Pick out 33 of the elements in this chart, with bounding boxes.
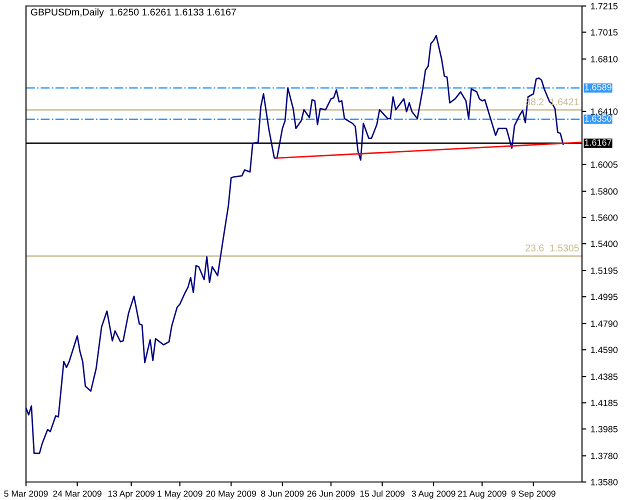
y-tick-label: 1.3580 (591, 478, 618, 486)
y-tick-label: 1.4385 (591, 374, 618, 380)
x-tick-label: 26 Jun 2009 (307, 490, 355, 497)
y-tick-label: 1.5800 (591, 188, 618, 195)
y-tick-label: 1.6410 (591, 108, 618, 115)
y-tick-label: 1.4590 (591, 346, 618, 354)
x-tick-label: 5 Mar 2009 (4, 490, 48, 497)
x-tick-label: 15 Jul 2009 (360, 490, 404, 497)
x-tick-label: 13 Apr 2009 (108, 490, 154, 498)
ref-line-label: 1.6350 (584, 115, 612, 122)
x-tick-label: 20 May 2009 (206, 490, 256, 498)
y-tick-label: 1.5400 (591, 240, 618, 248)
ref-line-label: 1.6167 (584, 139, 612, 146)
y-tick-label: 1.7215 (591, 2, 618, 10)
y-tick-label: 1.4790 (591, 320, 618, 327)
y-tick-label: 1.5195 (591, 267, 618, 274)
y-tick-label: 1.4185 (591, 400, 618, 406)
y-tick-label: 1.6810 (591, 56, 618, 62)
x-tick-label: 21 Aug 2009 (458, 490, 506, 498)
y-tick-label: 1.6005 (591, 161, 618, 168)
y-tick-label: 1.7015 (591, 29, 618, 36)
ref-line-label: 23.6 1.5305 (526, 244, 579, 252)
y-tick-label: 1.3985 (591, 426, 618, 432)
y-tick-label: 1.4995 (591, 294, 618, 300)
x-tick-label: 1 May 2009 (158, 490, 202, 498)
chart-title: GBPUSDm,Daily 1.6250 1.6261 1.6133 1.6167 (30, 8, 236, 18)
x-tick-label: 24 Mar 2009 (53, 490, 102, 497)
x-tick-label: 9 Sep 2009 (511, 490, 556, 498)
y-tick-label: 1.3780 (591, 452, 618, 460)
x-tick-label: 3 Aug 2009 (412, 490, 456, 498)
ref-line-label: 1.6589 (584, 84, 612, 90)
y-tick-label: 1.5600 (591, 214, 618, 221)
x-tick-label: 8 Jun 2009 (261, 490, 304, 497)
